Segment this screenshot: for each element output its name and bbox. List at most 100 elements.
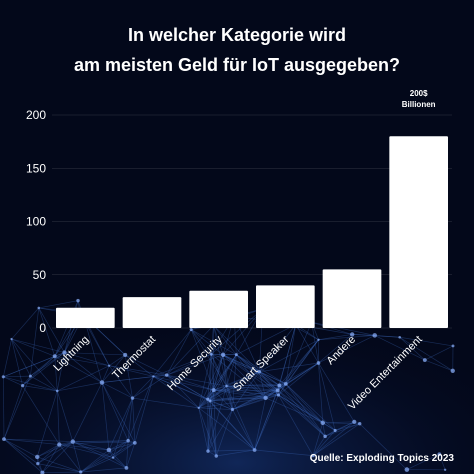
network-link [37, 463, 81, 473]
network-link [236, 354, 286, 385]
network-link [72, 440, 129, 442]
network-link [2, 338, 12, 377]
network-link [318, 362, 336, 431]
network-link [54, 355, 110, 367]
network-link [222, 354, 260, 373]
network-node [123, 352, 128, 357]
network-link [112, 440, 129, 458]
network-link [439, 454, 446, 470]
network-link [285, 362, 319, 385]
network-node [99, 380, 105, 385]
network-node [225, 384, 228, 388]
network-link [166, 374, 208, 400]
y-tick-label: 50 [33, 268, 47, 282]
network-link [101, 382, 133, 399]
network-link [210, 397, 266, 402]
network-node [108, 364, 111, 367]
network-node [323, 434, 327, 439]
network-link [64, 352, 126, 356]
network-link [190, 329, 212, 355]
network-node [311, 453, 315, 458]
network-link [72, 441, 110, 451]
network-link [406, 453, 440, 470]
network-link [259, 371, 280, 386]
network-link [335, 423, 360, 431]
network-link [190, 329, 227, 387]
network-link [166, 374, 227, 387]
network-link [277, 362, 319, 391]
network-link [22, 352, 65, 386]
network-link [126, 440, 129, 468]
network-link [101, 382, 129, 441]
network-link [108, 440, 129, 451]
network-link [153, 376, 214, 391]
network-link [207, 409, 233, 452]
network-link [232, 354, 237, 410]
network-link [322, 422, 326, 437]
network-node [111, 456, 115, 459]
network-link [30, 375, 58, 392]
y-tick-label: 150 [26, 161, 46, 175]
network-node [36, 462, 40, 466]
network-link [42, 444, 60, 473]
network-link [108, 365, 133, 399]
network-node [62, 350, 67, 355]
network-link [125, 354, 167, 376]
network-link [285, 324, 297, 384]
network-link [112, 457, 127, 469]
network-link [72, 441, 82, 473]
network-link [207, 398, 233, 410]
x-tick-label: Video Entertainment [346, 334, 425, 413]
network-link [11, 338, 55, 357]
network-link [399, 336, 454, 347]
network-link [207, 397, 266, 400]
network-link [254, 449, 314, 456]
network-link [254, 397, 266, 451]
network-link [324, 421, 355, 437]
network-link [198, 399, 208, 409]
y-tick-label: 0 [39, 321, 46, 335]
network-node [37, 306, 41, 310]
network-link [236, 354, 266, 399]
network-node [283, 381, 288, 386]
network-link [259, 362, 319, 373]
network-node [352, 419, 357, 424]
network-link [278, 339, 319, 396]
network-link [258, 371, 266, 398]
network-link [213, 385, 227, 391]
network-link [3, 385, 23, 440]
network-link [399, 336, 453, 372]
network-link [59, 444, 114, 459]
network-link [11, 338, 31, 377]
network-link [59, 444, 82, 473]
network-link [3, 375, 31, 378]
network-link [190, 329, 214, 391]
network-link [190, 329, 224, 356]
network-node [220, 352, 226, 357]
network-link [30, 356, 55, 377]
network-link [226, 385, 233, 410]
network-link [153, 376, 208, 400]
network-link [124, 354, 133, 399]
network-node [40, 470, 45, 474]
bar-thermostat [122, 297, 182, 328]
network-link [318, 334, 353, 364]
network-link [311, 322, 319, 364]
bar-lightning [56, 307, 115, 328]
network-link [399, 336, 426, 361]
network-link [226, 385, 255, 451]
network-link [318, 335, 375, 341]
network-link [213, 389, 233, 410]
x-tick-label: Smart Speaker [231, 333, 292, 394]
bar-smart-speaker [256, 285, 315, 328]
network-link [22, 385, 58, 392]
network-node [79, 470, 83, 474]
network-node [349, 332, 355, 337]
network-link [36, 456, 43, 473]
network-link [209, 354, 237, 402]
network-node [234, 353, 238, 357]
network-link [3, 355, 55, 378]
network-link [236, 354, 260, 373]
network-link [265, 397, 323, 424]
